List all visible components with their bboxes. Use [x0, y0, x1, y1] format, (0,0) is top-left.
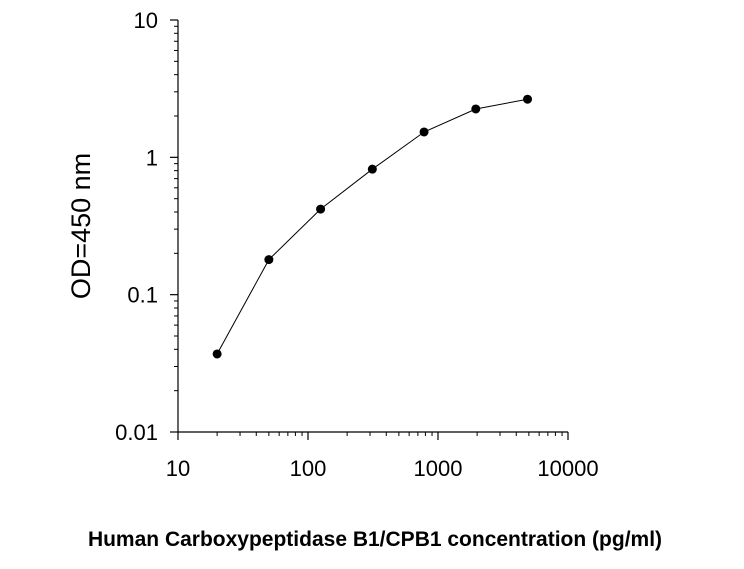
- x-tick-label: 1000: [414, 456, 463, 481]
- data-point: [471, 104, 481, 114]
- x-tick-label: 100: [290, 456, 327, 481]
- y-tick-label: 1: [146, 145, 158, 170]
- y-tick-label: 10: [134, 8, 158, 33]
- y-tick-label: 0.01: [115, 420, 158, 445]
- y-axis-title: OD=450 nm: [66, 153, 96, 299]
- data-point: [212, 349, 222, 359]
- data-point: [523, 94, 533, 104]
- y-tick-label: 0.1: [127, 283, 158, 308]
- x-tick-label: 10000: [537, 456, 598, 481]
- x-tick-label: 10: [166, 456, 190, 481]
- data-point: [316, 204, 326, 214]
- x-axis-title: Human Carboxypeptidase B1/CPB1 concentra…: [88, 528, 662, 551]
- data-point: [367, 164, 377, 174]
- data-point: [419, 127, 429, 137]
- data-point: [264, 255, 274, 265]
- series: [212, 94, 533, 359]
- axes: 0.01 0.1 1 10 10 100 1000 10000: [115, 8, 598, 481]
